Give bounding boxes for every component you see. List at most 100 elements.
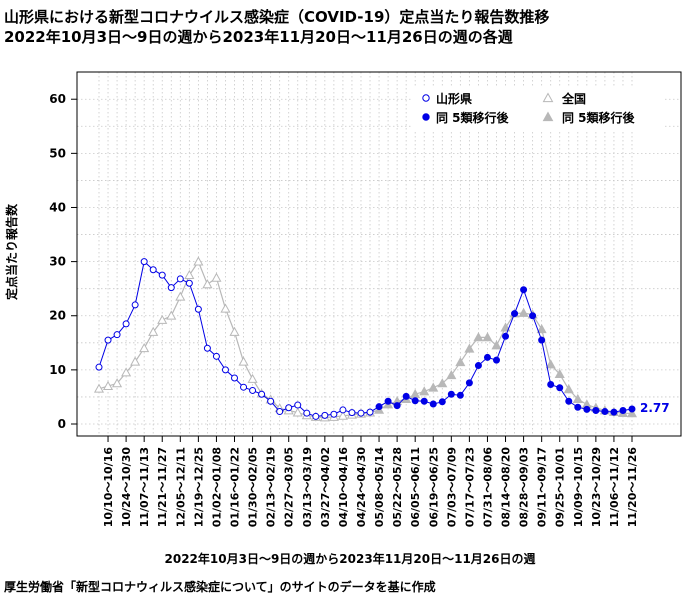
point-yamagata bbox=[95, 363, 103, 371]
point-yamagata-after bbox=[511, 310, 519, 318]
x-tick-label: 12/19～12/25 bbox=[192, 447, 205, 527]
x-tick-label: 10/23～10/29 bbox=[590, 447, 603, 527]
y-tick-label: 20 bbox=[49, 309, 66, 323]
point-national bbox=[102, 380, 114, 390]
chart-subtitle: 2022年10月3日～9日の週から2023年11月20日～11月26日の週の各週 bbox=[4, 28, 513, 46]
x-tick-label: 01/16～01/22 bbox=[229, 447, 242, 527]
point-yamagata-after bbox=[456, 391, 464, 399]
x-tick-label: 04/10～04/16 bbox=[337, 447, 350, 528]
point-yamagata-after bbox=[474, 362, 482, 370]
point-yamagata bbox=[212, 352, 220, 360]
source-note: 厚生労働省「新型コロナウィルス感染症について」のサイトのデータを基に作成 bbox=[4, 580, 436, 594]
point-national-after bbox=[563, 384, 574, 394]
x-tick-label: 07/03～07/09 bbox=[445, 447, 458, 527]
point-national bbox=[121, 367, 132, 377]
x-tick-label: 01/02～01/08 bbox=[210, 447, 223, 527]
x-tick-label: 10/10～10/16 bbox=[102, 447, 115, 528]
point-yamagata-after bbox=[411, 397, 419, 405]
point-yamagata-after bbox=[447, 390, 455, 398]
point-national bbox=[112, 378, 123, 388]
point-national bbox=[337, 410, 348, 420]
point-yamagata-after bbox=[384, 397, 392, 405]
x-axis: 10/10～10/16 10/24～10/30 11/07～11/13 11/21～1… bbox=[102, 436, 639, 527]
legend-label-national-after: 同 5類移行後 bbox=[562, 110, 636, 125]
legend-marker-yamagata-after bbox=[422, 113, 430, 121]
point-yamagata-after bbox=[538, 336, 546, 344]
x-tick-label: 09/25～10/01 bbox=[554, 447, 567, 527]
legend-marker-yamagata bbox=[422, 94, 430, 102]
x-tick-label: 06/19～06/25 bbox=[427, 447, 440, 527]
point-yamagata bbox=[276, 408, 284, 416]
point-national-after bbox=[464, 343, 475, 353]
point-national bbox=[211, 272, 222, 282]
point-yamagata-after bbox=[547, 380, 555, 388]
x-tick-label: 10/09～10/15 bbox=[572, 447, 585, 527]
point-yamagata-after bbox=[601, 408, 609, 416]
point-yamagata bbox=[167, 284, 175, 292]
point-national bbox=[292, 407, 303, 417]
series-line-yamagata bbox=[98, 260, 633, 417]
y-axis: 0 10 20 30 40 50 60 bbox=[49, 92, 77, 431]
point-yamagata-after bbox=[592, 406, 600, 414]
x-tick-label: 11/20～11/26 bbox=[626, 447, 639, 528]
legend-label-yamagata-after: 同 5類移行後 bbox=[436, 110, 510, 125]
point-national-after bbox=[545, 359, 556, 369]
point-national-after bbox=[482, 332, 493, 342]
point-national bbox=[193, 256, 204, 266]
point-yamagata bbox=[104, 336, 112, 344]
x-tick-label: 08/28～09/03 bbox=[518, 447, 531, 527]
x-tick-label: 07/17～07/23 bbox=[463, 447, 476, 527]
point-national bbox=[238, 356, 249, 366]
point-national-after bbox=[572, 393, 583, 403]
point-national bbox=[220, 303, 231, 313]
point-yamagata bbox=[267, 397, 275, 405]
x-tick-label: 12/05～12/11 bbox=[174, 447, 187, 527]
point-national bbox=[247, 373, 258, 383]
point-yamagata bbox=[185, 279, 193, 287]
x-tick-label: 11/06～11/12 bbox=[608, 447, 621, 527]
point-yamagata bbox=[249, 386, 257, 394]
x-tick-label: 11/21～11/27 bbox=[156, 447, 169, 527]
point-national-after bbox=[455, 357, 466, 367]
point-national bbox=[184, 269, 195, 280]
x-tick-label: 11/07～11/13 bbox=[138, 447, 151, 527]
point-national bbox=[139, 342, 150, 353]
x-tick-label: 05/08～05/14 bbox=[373, 447, 386, 528]
point-national-after bbox=[491, 340, 502, 350]
x-tick-label: 10/24～10/30 bbox=[120, 447, 133, 528]
x-tick-label: 09/11～09/17 bbox=[536, 447, 549, 527]
point-national-after bbox=[626, 408, 638, 418]
point-yamagata-after bbox=[502, 332, 510, 340]
point-national-after bbox=[473, 332, 484, 342]
legend-marker-national bbox=[542, 92, 554, 103]
point-national-after bbox=[419, 386, 430, 396]
x-tick-label: 07/31～08/06 bbox=[481, 447, 494, 528]
point-yamagata-after bbox=[492, 356, 500, 364]
legend: 山形県 全国同 5類移行後 同 5類移行後 bbox=[412, 86, 664, 130]
point-yamagata-after bbox=[610, 408, 618, 416]
point-yamagata bbox=[330, 410, 338, 418]
x-tick-label: 08/14～08/20 bbox=[500, 447, 513, 528]
point-yamagata bbox=[203, 344, 211, 352]
x-tick-label: 01/30～02/05 bbox=[247, 447, 260, 527]
point-yamagata-after bbox=[393, 402, 401, 410]
point-yamagata bbox=[176, 275, 184, 283]
point-yamagata-after bbox=[619, 406, 627, 414]
point-yamagata-after bbox=[565, 397, 573, 405]
point-yamagata bbox=[348, 409, 356, 417]
point-national bbox=[229, 326, 240, 336]
point-yamagata-after bbox=[465, 379, 473, 387]
point-yamagata-after bbox=[529, 312, 537, 320]
point-yamagata bbox=[258, 390, 266, 398]
point-national-after bbox=[536, 324, 547, 334]
x-tick-label: 03/27～04/02 bbox=[319, 447, 332, 527]
x-tick-label: 06/05～06/11 bbox=[409, 447, 422, 527]
x-tick-label: 02/27～03/05 bbox=[283, 447, 296, 527]
legend-label-yamagata: 山形県 bbox=[436, 91, 472, 106]
point-yamagata bbox=[312, 412, 320, 420]
point-national-after bbox=[428, 382, 439, 392]
point-yamagata-after bbox=[429, 400, 437, 408]
point-yamagata bbox=[149, 266, 157, 274]
point-yamagata-after bbox=[420, 397, 428, 405]
